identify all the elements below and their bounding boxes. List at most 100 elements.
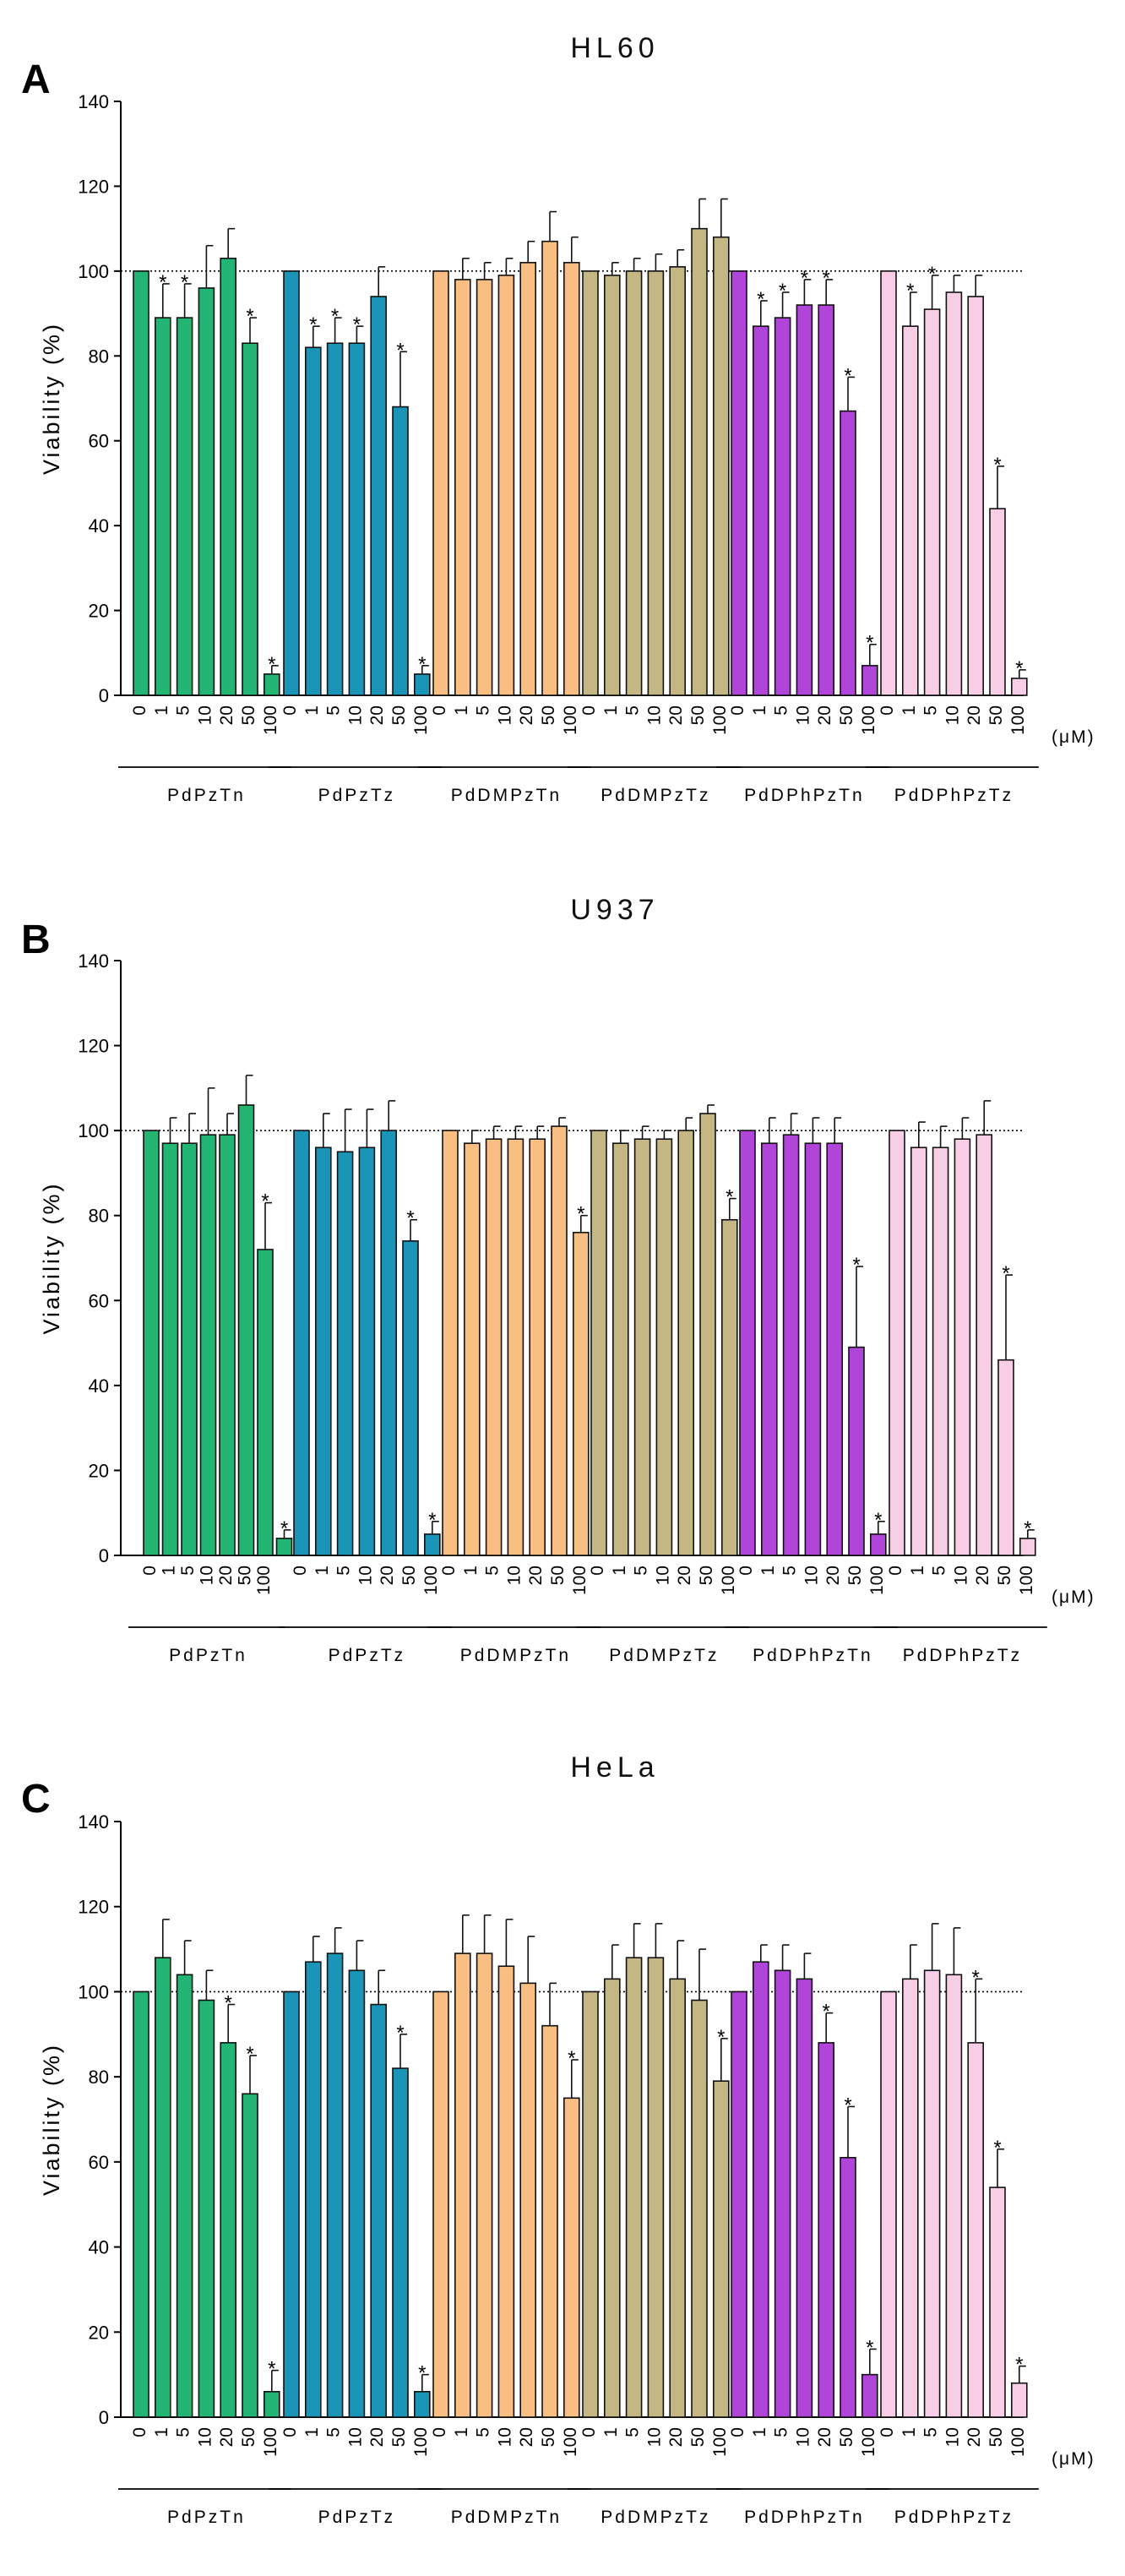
significance-star: * <box>993 454 1001 477</box>
significance-star: * <box>428 1509 436 1532</box>
y-tick-label: 80 <box>89 346 109 367</box>
bar <box>293 1130 310 1556</box>
y-tick-label: 20 <box>89 1460 109 1481</box>
bar <box>633 1138 651 1556</box>
bar <box>133 270 149 696</box>
significance-star: * <box>874 1509 882 1532</box>
y-tick-label: 40 <box>89 1375 109 1397</box>
bar <box>314 1146 332 1556</box>
y-axis-label: Viability (%) <box>39 322 64 475</box>
significance-star: * <box>353 313 361 336</box>
significance-star: * <box>309 313 317 336</box>
significance-star: * <box>280 1517 288 1540</box>
dose-label: 5 <box>474 705 493 716</box>
series-pdpztn: 0 1 5 10 20 50 * 100 * PdPzTn <box>128 1074 293 1665</box>
dose-label: 20 <box>965 705 984 725</box>
bar <box>370 296 388 696</box>
y-tick-label: 100 <box>78 1120 109 1141</box>
series-pdpztz: 0 * 1 * 5 * 10 20 * 50 * 100 PdPzTz <box>269 266 442 805</box>
dose-label: 20 <box>526 1566 546 1585</box>
panel-title: HL60 <box>570 32 659 64</box>
dose-label: 20 <box>666 705 686 725</box>
y-tick-label: 60 <box>89 1290 109 1311</box>
bar <box>603 1978 621 2418</box>
significance-star: * <box>717 2026 725 2049</box>
bar <box>625 1957 643 2418</box>
bar <box>731 1991 747 2418</box>
dose-label: 20 <box>517 705 536 725</box>
group-label: PdDMPzTn <box>451 786 562 805</box>
bar <box>691 227 708 696</box>
panel-letter: C <box>21 1777 51 1822</box>
bar <box>625 270 643 696</box>
dose-label: 10 <box>504 1566 524 1585</box>
bar <box>774 1969 791 2418</box>
dose-label: 50 <box>845 1566 865 1585</box>
dose-label: 100 <box>561 705 580 735</box>
bar <box>731 270 747 696</box>
y-tick-label: 0 <box>99 2407 109 2428</box>
significance-star: * <box>1015 657 1023 680</box>
dose-label: 1 <box>908 1566 927 1576</box>
bar <box>519 262 537 696</box>
bar <box>989 2187 1006 2418</box>
panel-title: U937 <box>570 894 659 926</box>
dose-label: 1 <box>461 1566 481 1576</box>
dose-label: 10 <box>195 705 215 725</box>
bar <box>932 1146 949 1556</box>
dose-label: 0 <box>579 705 599 716</box>
bar <box>402 1240 419 1556</box>
dose-label: 50 <box>389 2427 409 2447</box>
bar <box>476 1952 493 2418</box>
series-pddphpztn: 0 1 5 10 20 * 50 * 100 PdDPhPzTn <box>725 1113 898 1665</box>
dose-label: 50 <box>688 705 708 725</box>
dose-label: 5 <box>772 705 791 716</box>
dose-label: 50 <box>239 705 258 725</box>
dose-label: 0 <box>439 1566 459 1576</box>
significance-star: * <box>823 267 830 290</box>
bar <box>219 1134 236 1556</box>
dose-label: 20 <box>217 705 236 725</box>
dose-label: 10 <box>644 2427 664 2447</box>
bar <box>861 2373 878 2418</box>
dose-label: 1 <box>899 705 919 716</box>
dose-label: 5 <box>632 1566 651 1576</box>
significance-star: * <box>418 2362 426 2385</box>
bar <box>551 1125 568 1556</box>
y-axis-label: Viability (%) <box>39 1181 64 1334</box>
dose-label: 5 <box>178 1566 198 1576</box>
dose-label: 100 <box>867 1566 887 1595</box>
significance-star: * <box>1015 2354 1023 2377</box>
bar <box>967 296 984 696</box>
dose-label: 100 <box>859 2427 878 2457</box>
bar <box>562 2097 580 2418</box>
dose-label: 5 <box>474 2427 493 2437</box>
bar <box>242 2093 258 2418</box>
dose-label: 0 <box>579 2427 599 2437</box>
series-pddphpztz: 0 * 1 * 5 10 20 * 50 * 100 PdDPhPzTz <box>866 263 1039 805</box>
significance-star: * <box>225 1992 232 2015</box>
dose-label: 100 <box>859 705 878 735</box>
bar <box>199 1134 217 1556</box>
significance-star: * <box>331 305 339 328</box>
series-pddphpztn: 0 1 5 10 * 20 * 50 * 100 PdDPhPzTn <box>716 1944 889 2527</box>
significance-star: * <box>418 653 426 676</box>
bar <box>463 1142 481 1556</box>
dose-label: 20 <box>367 2427 387 2447</box>
dose-label: 5 <box>324 2427 344 2437</box>
group-label: PdDMPzTn <box>451 2508 562 2527</box>
dose-label: 20 <box>216 1566 236 1585</box>
bar <box>380 1130 398 1556</box>
significance-star: * <box>246 2043 253 2066</box>
group-label: PdDMPzTn <box>460 1646 571 1665</box>
series-pdpztn: 0 1 5 10 * 20 * 50 * 100 PdPzTn <box>118 1919 291 2527</box>
bar <box>454 1952 471 2418</box>
dose-label: 100 <box>710 2427 730 2457</box>
bar <box>413 673 431 696</box>
bar <box>198 287 215 696</box>
dose-label: 0 <box>430 705 449 716</box>
dose-label: 100 <box>710 705 730 735</box>
